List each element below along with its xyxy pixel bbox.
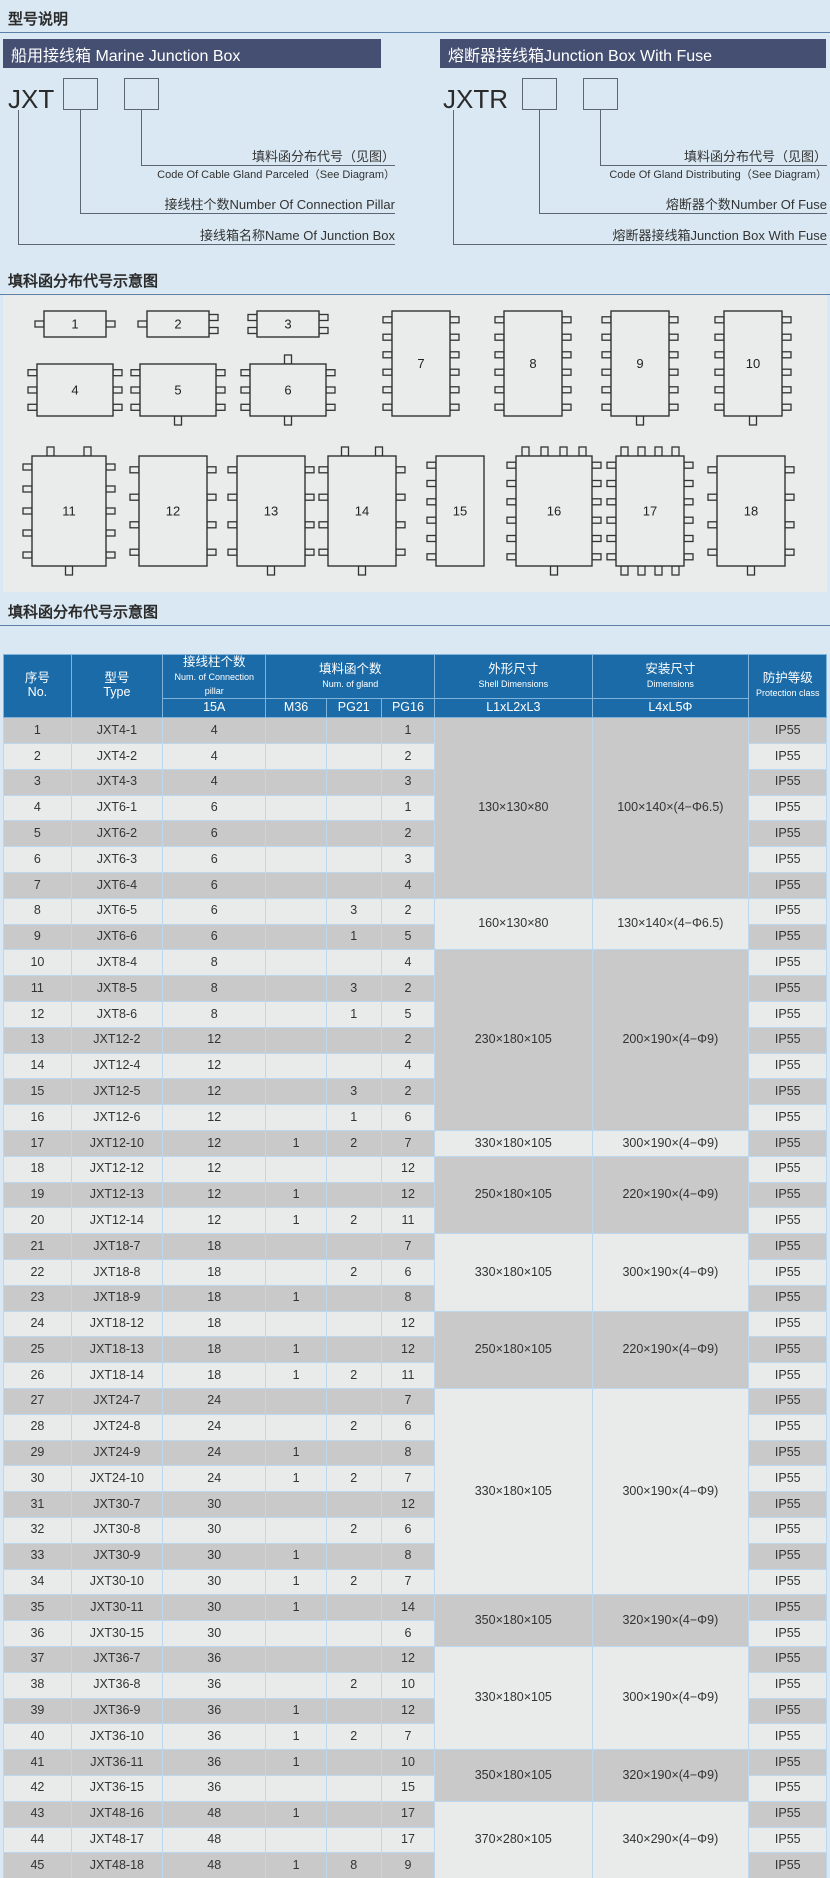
svg-text:17: 17 xyxy=(643,504,657,519)
svg-text:3: 3 xyxy=(284,317,291,332)
svg-text:11: 11 xyxy=(62,504,76,519)
svg-text:4: 4 xyxy=(71,383,78,398)
svg-text:7: 7 xyxy=(417,356,424,371)
svg-text:14: 14 xyxy=(355,504,369,519)
svg-text:6: 6 xyxy=(284,383,291,398)
svg-text:12: 12 xyxy=(166,504,180,519)
svg-text:10: 10 xyxy=(746,356,760,371)
svg-text:5: 5 xyxy=(174,383,181,398)
svg-text:16: 16 xyxy=(547,504,561,519)
svg-text:13: 13 xyxy=(264,504,278,519)
svg-text:9: 9 xyxy=(636,356,643,371)
svg-text:1: 1 xyxy=(71,317,78,332)
svg-text:2: 2 xyxy=(174,317,181,332)
svg-text:15: 15 xyxy=(453,504,467,519)
svg-text:18: 18 xyxy=(744,504,758,519)
svg-text:8: 8 xyxy=(529,356,536,371)
